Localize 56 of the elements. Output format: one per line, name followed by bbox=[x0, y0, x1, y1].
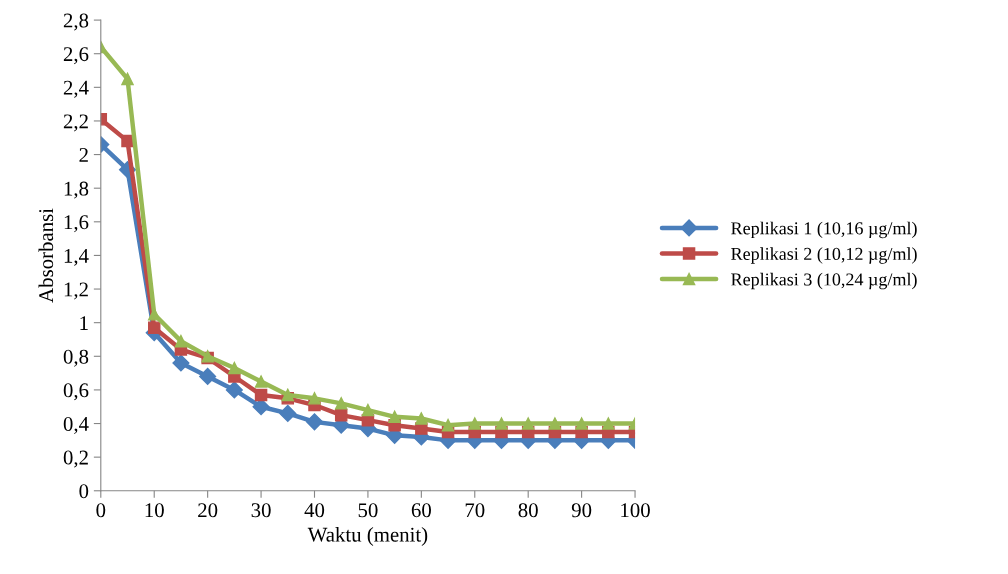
x-tick-label: 80 bbox=[518, 503, 538, 518]
y-tick-label: 0,2 bbox=[63, 450, 88, 468]
point bbox=[468, 417, 482, 430]
point bbox=[121, 72, 134, 86]
point bbox=[308, 392, 321, 405]
point bbox=[147, 308, 161, 321]
y-tick-label: 1,8 bbox=[64, 181, 89, 199]
y-tick-label: 1 bbox=[80, 316, 88, 330]
point bbox=[305, 413, 324, 431]
legend-label: Replikasi 3 (10,24 µg/ml) bbox=[731, 272, 917, 290]
point bbox=[174, 334, 188, 348]
y-tick-label: 0,4 bbox=[63, 416, 89, 434]
y-tick-label: 1,4 bbox=[64, 248, 89, 266]
y-tick-label: 2 bbox=[79, 148, 88, 162]
legend-label: Replikasi 1 (10,16 µg/ml) bbox=[731, 221, 917, 239]
y-tick-label: 2,2 bbox=[63, 114, 88, 132]
point bbox=[199, 367, 217, 386]
point bbox=[495, 417, 508, 430]
point bbox=[548, 417, 562, 430]
point bbox=[172, 354, 190, 372]
point bbox=[225, 381, 243, 399]
point bbox=[279, 404, 297, 422]
y-tick-label: 1,6 bbox=[64, 215, 89, 233]
y-tick-label: 1,2 bbox=[64, 282, 88, 300]
point bbox=[281, 388, 295, 402]
y-tick-label: 0 bbox=[79, 484, 89, 499]
y-tick-label: 2,6 bbox=[63, 47, 89, 65]
x-tick-label: 10 bbox=[145, 503, 164, 518]
x-tick-label: 30 bbox=[251, 503, 271, 518]
y-tick-label: 2,4 bbox=[63, 80, 89, 98]
x-tick-label: 90 bbox=[571, 503, 592, 518]
x-tick-label: 20 bbox=[198, 503, 218, 518]
point bbox=[388, 410, 401, 424]
y-tick-label: 0,6 bbox=[63, 383, 89, 401]
point bbox=[254, 388, 268, 402]
x-tick-label: 50 bbox=[358, 503, 378, 518]
point bbox=[254, 375, 268, 388]
point bbox=[147, 321, 161, 334]
point bbox=[334, 397, 348, 410]
point bbox=[521, 417, 535, 430]
point bbox=[602, 417, 615, 430]
x-tick-label: 60 bbox=[411, 503, 431, 518]
point bbox=[575, 417, 588, 430]
point bbox=[228, 361, 241, 375]
x-tick-label: 70 bbox=[465, 503, 485, 518]
legend-label: Replikasi 2 (10,12 µg/ml) bbox=[731, 247, 917, 264]
x-tick-label: 100 bbox=[621, 503, 650, 518]
x-axis-title: Waktu (menit) bbox=[307, 527, 428, 546]
point bbox=[415, 412, 428, 425]
point bbox=[441, 418, 455, 432]
y-axis-title: Absorbansi bbox=[38, 208, 54, 303]
y-tick-label: 0,8 bbox=[63, 349, 89, 367]
y-tick-label: 2,8 bbox=[63, 13, 89, 31]
x-tick-label: 40 bbox=[304, 503, 325, 518]
x-tick-label: 0 bbox=[96, 503, 106, 518]
point bbox=[361, 403, 375, 417]
